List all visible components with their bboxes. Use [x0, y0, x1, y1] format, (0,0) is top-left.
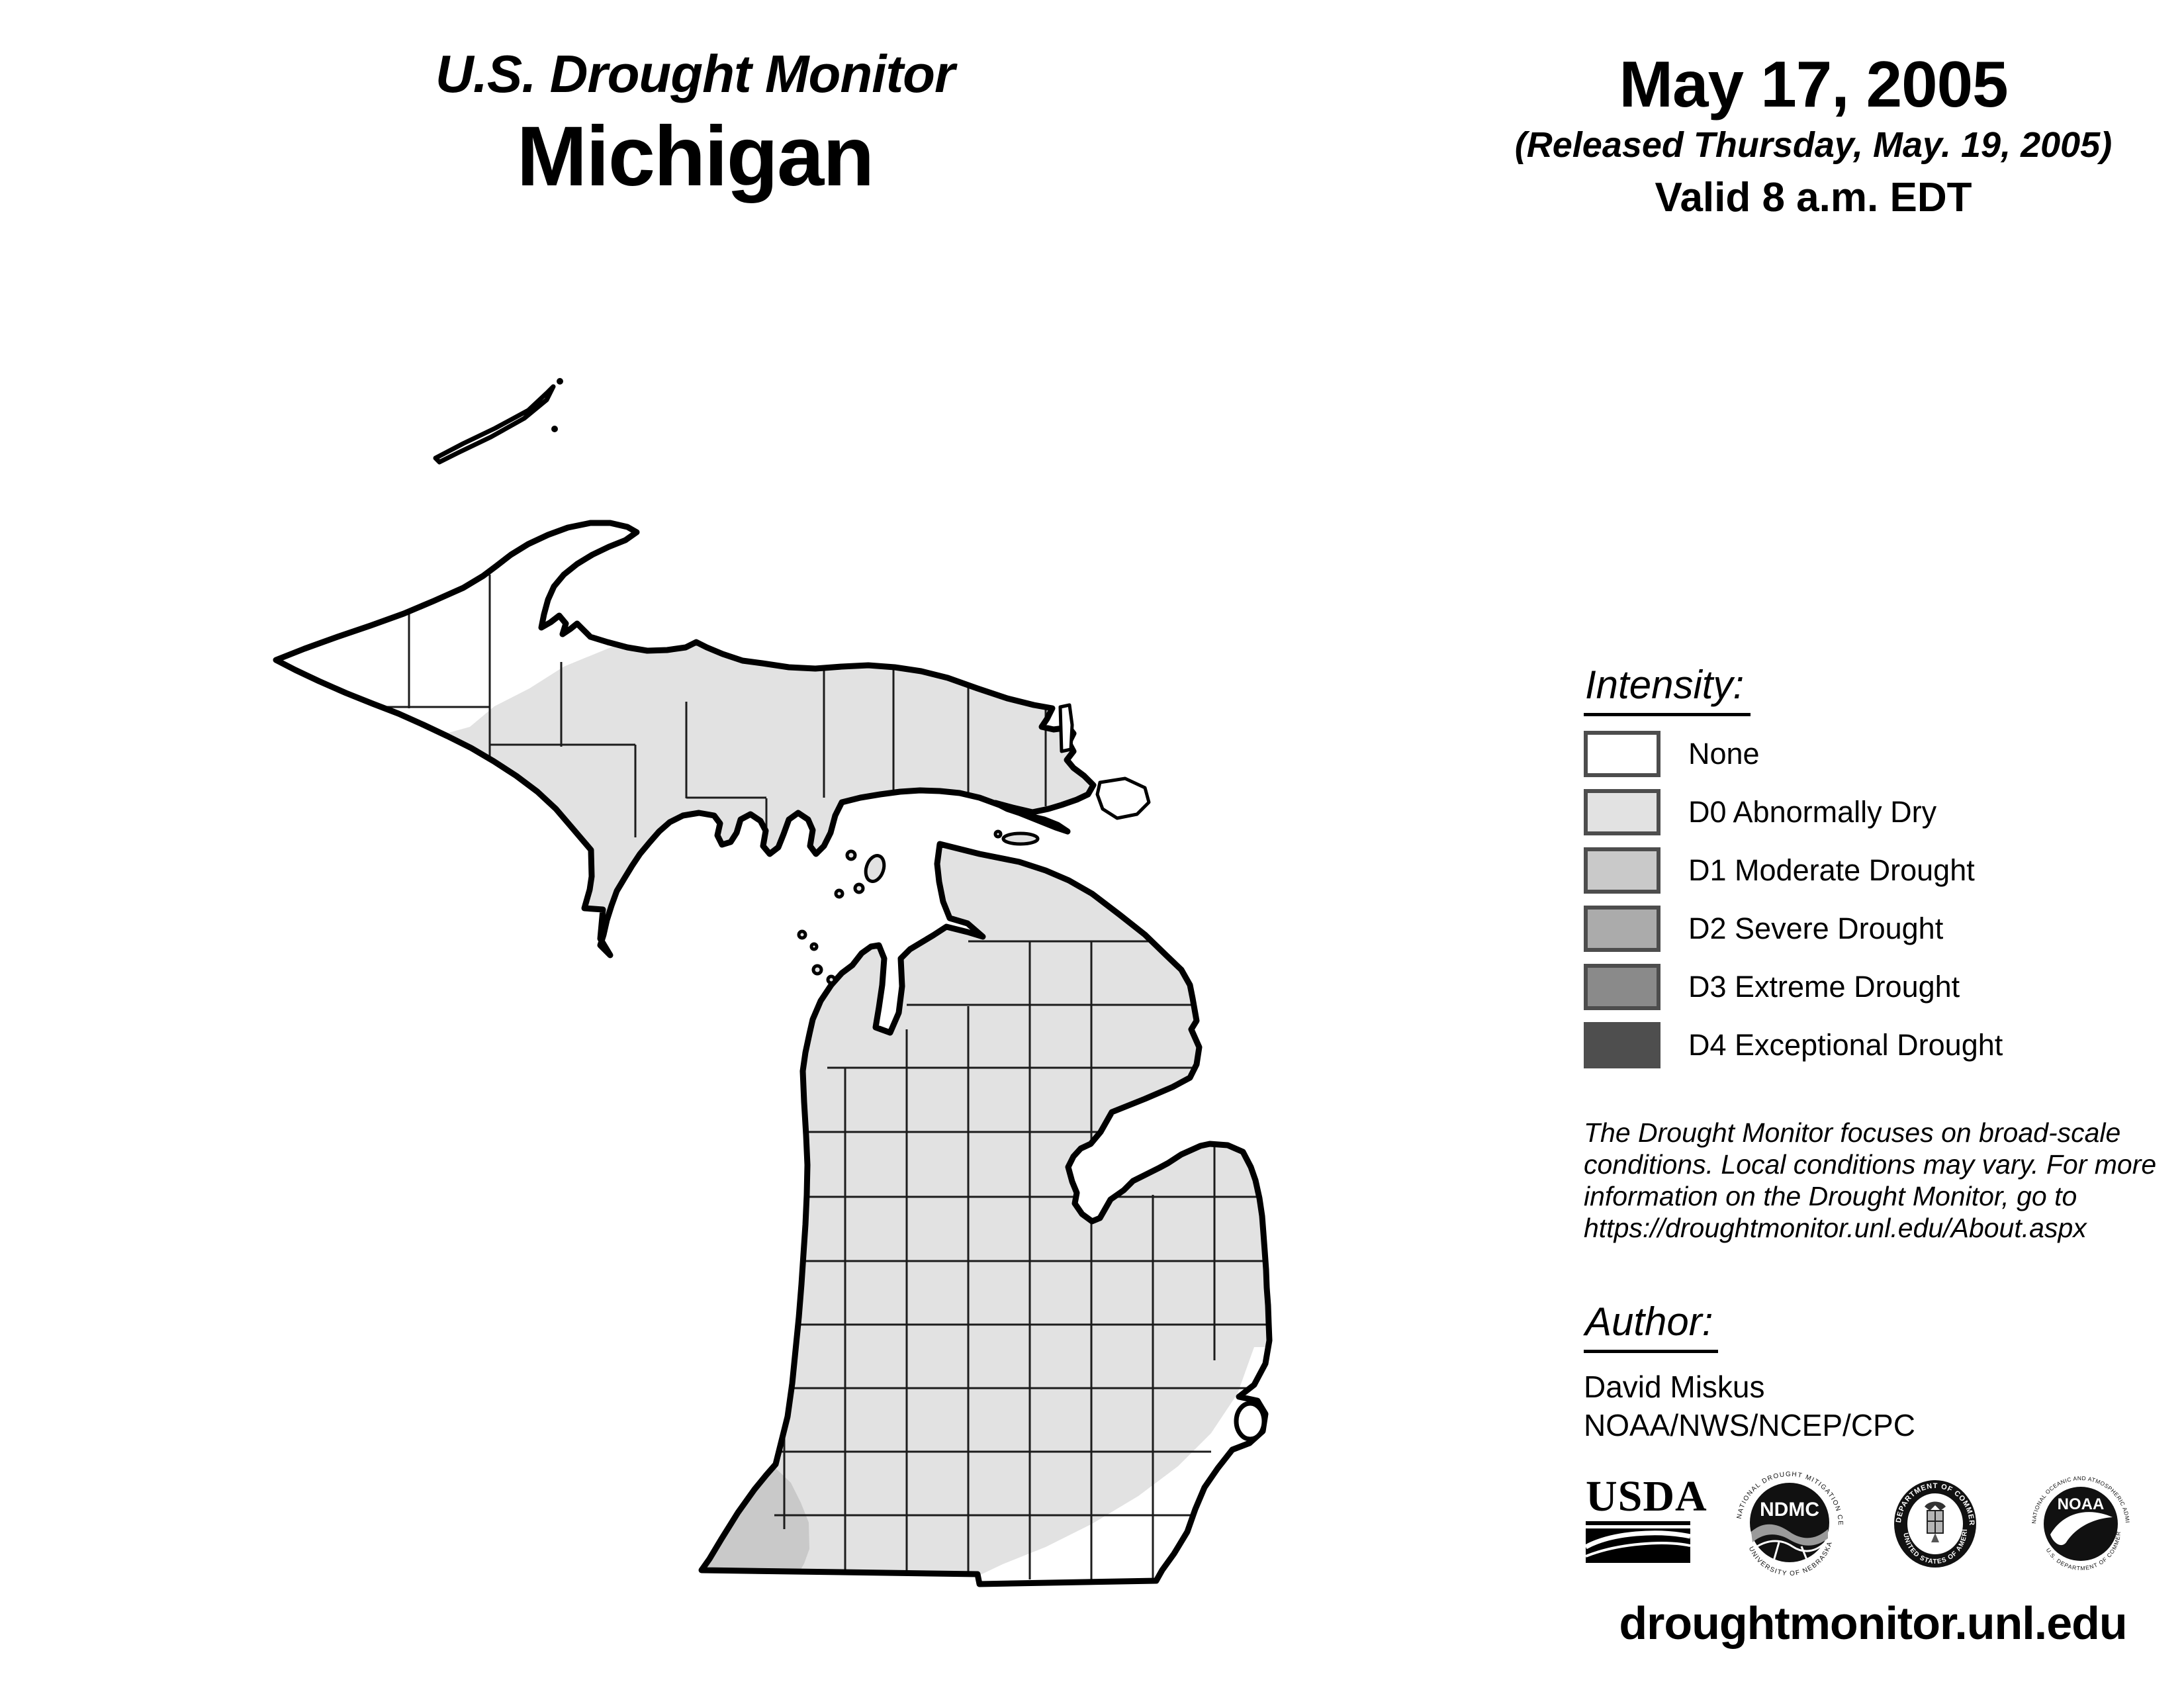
legend-title: Intensity:	[1584, 662, 1751, 716]
swatch-d4	[1584, 1022, 1661, 1068]
swatch-none	[1584, 731, 1661, 777]
swatch-d1	[1584, 847, 1661, 894]
title-block: U.S. Drought Monitor Michigan	[285, 46, 1105, 201]
drummond-island	[1095, 776, 1151, 820]
legend-label-d0: D0 Abnormally Dry	[1688, 795, 1937, 829]
legend-label-d2: D2 Severe Drought	[1688, 912, 1944, 945]
state-outline-up	[273, 520, 1097, 959]
legend-item-d4: D4 Exceptional Drought	[1584, 1022, 2166, 1068]
usda-swoosh-icon	[1586, 1528, 1690, 1563]
map-date: May 17, 2005	[1619, 48, 2008, 120]
legend-label-none: None	[1688, 737, 1760, 771]
ndmc-logo: NDMC NATIONAL DROUGHT MITIGATION CENTER …	[1733, 1468, 1843, 1577]
department-of-commerce-seal: DEPARTMENT OF COMMERCE UNITED STATES OF …	[1878, 1468, 1976, 1568]
isle-royale-island	[433, 378, 563, 465]
legend-label-d1: D1 Moderate Drought	[1688, 853, 1975, 887]
usda-logo-bar	[1586, 1521, 1690, 1525]
usda-logo: USDA	[1586, 1472, 1707, 1563]
lower-peninsula	[698, 841, 1273, 1587]
author-heading: Author:	[1584, 1299, 1719, 1353]
drought-d0-region-lp	[702, 844, 1269, 1584]
lake-st-clair	[1234, 1401, 1267, 1442]
legend-label-d3: D3 Extreme Drought	[1688, 970, 1960, 1004]
valid-time: Valid 8 a.m. EDT	[1655, 175, 1972, 220]
sugar-island	[1058, 703, 1074, 753]
swatch-d2	[1584, 906, 1661, 952]
mackinac-island	[993, 829, 1003, 839]
doc-eagle-icon	[1925, 1501, 1946, 1511]
legend-label-d4: D4 Exceptional Drought	[1688, 1028, 2003, 1062]
fox-islands	[797, 929, 807, 940]
report-title: U.S. Drought Monitor	[435, 44, 955, 103]
usda-logo-text: USDA	[1586, 1472, 1707, 1521]
noaa-logo-text: NOAA	[2058, 1495, 2105, 1513]
website-url: droughtmonitor.unl.edu	[1619, 1597, 2127, 1649]
bois-blanc-island	[1001, 831, 1040, 846]
state-title: Michigan	[516, 109, 875, 204]
legend: Intensity: None D0 Abnormally Dry D1 Mod…	[1584, 662, 2166, 1083]
manitou-islands	[811, 964, 823, 976]
legend-item-d1: D1 Moderate Drought	[1584, 847, 2166, 894]
legend-item-d2: D2 Severe Drought	[1584, 906, 2166, 952]
noaa-seabird-icon	[2050, 1512, 2113, 1546]
islands	[797, 703, 1151, 985]
release-date: (Released Thursday, May. 19, 2005)	[1514, 125, 2113, 165]
legend-item-none: None	[1584, 731, 2166, 777]
state-outline-lp	[698, 841, 1273, 1587]
author-name: David Miskus	[1584, 1370, 1765, 1404]
legend-item-d3: D3 Extreme Drought	[1584, 964, 2166, 1010]
noaa-logo: NOAA NATIONAL OCEANIC AND ATMOSPHERIC AD…	[2024, 1468, 2130, 1571]
author-org: NOAA/NWS/NCEP/CPC	[1584, 1408, 1915, 1442]
county-borders-up	[344, 575, 1047, 838]
disclaimer-text: The Drought Monitor focuses on broad-sca…	[1584, 1117, 2157, 1243]
ndmc-logo-text: NDMC	[1760, 1499, 1819, 1521]
swatch-d3	[1584, 964, 1661, 1010]
drought-d1-region-sw	[702, 1468, 809, 1573]
beaver-island	[864, 854, 886, 883]
swatch-d0	[1584, 789, 1661, 835]
legend-item-d0: D0 Abnormally Dry	[1584, 789, 2166, 835]
date-block: May 17, 2005 (Released Thursday, May. 19…	[1456, 52, 2171, 218]
michigan-drought-map	[273, 378, 1273, 1587]
